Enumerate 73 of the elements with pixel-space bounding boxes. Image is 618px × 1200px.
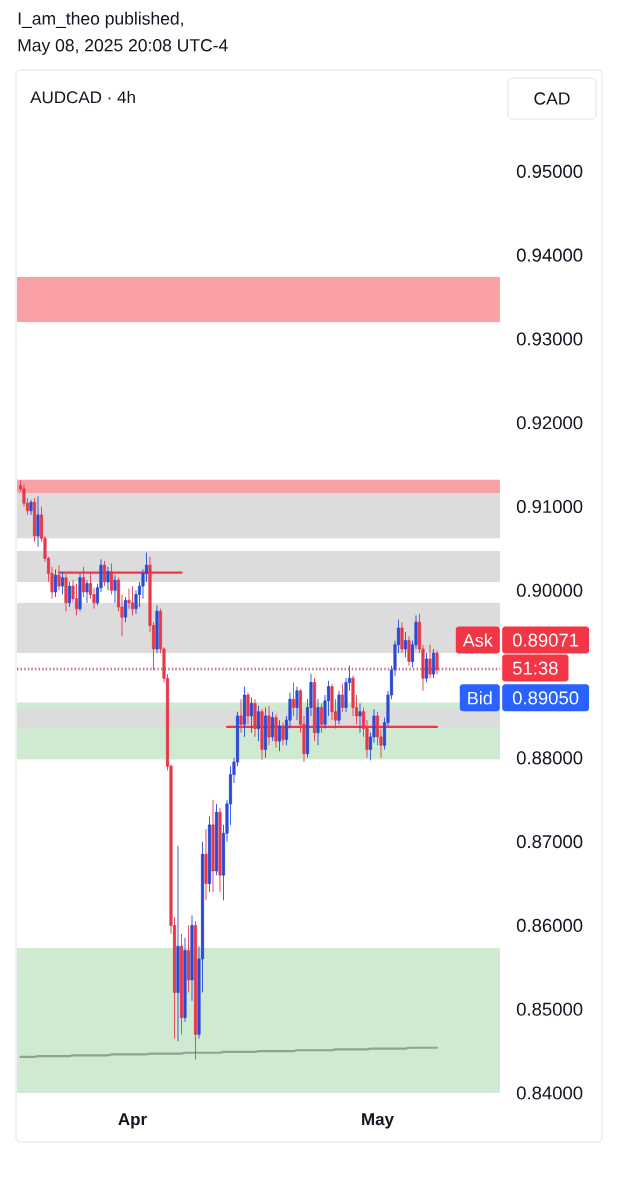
candlestick: [319, 702, 324, 734]
candlestick: [130, 585, 135, 616]
text: I_am_theo published,: [18, 11, 183, 29]
candlestick: [263, 707, 268, 759]
x-tick-label: Apr: [118, 1113, 147, 1129]
candlestick: [183, 937, 187, 1023]
candlestick: [60, 571, 65, 595]
x-tick-label: May: [362, 1113, 394, 1129]
candlestick: [78, 573, 82, 612]
y-tick-label: 0.86000: [516, 918, 583, 932]
candlestick: [428, 644, 432, 679]
legend-label: Bid: [468, 691, 492, 705]
candlestick: [176, 845, 180, 1042]
candlestick: [239, 698, 243, 734]
candlestick: [249, 697, 254, 734]
y-tick-label: 0.90000: [516, 583, 583, 597]
candlestick: [190, 914, 194, 1002]
candlestick: [218, 807, 222, 893]
candlestick: [242, 686, 247, 738]
candlestick: [435, 650, 439, 675]
candlestick: [102, 560, 107, 587]
candlestick: [57, 564, 61, 591]
candlestick: [53, 568, 58, 598]
candlestick: [123, 596, 128, 623]
y-tick-label: 0.95000: [516, 164, 583, 178]
candlestick: [281, 722, 285, 746]
candlestick: [106, 566, 110, 591]
candlestick: [74, 583, 79, 616]
candlestick: [358, 702, 362, 734]
candlestick: [211, 799, 215, 893]
candlestick: [295, 686, 299, 721]
y-tick-label: 0.85000: [516, 1002, 583, 1016]
y-tick-label: 0.88000: [516, 751, 583, 765]
y-tick-label: 0.92000: [516, 416, 583, 430]
candlestick: [316, 698, 320, 746]
candlestick: [67, 581, 72, 608]
candlestick: [186, 924, 191, 993]
candlestick: [260, 708, 264, 760]
candlestick: [85, 579, 89, 604]
candlestick: [246, 692, 250, 725]
y-axis-title: CAD: [534, 92, 570, 105]
candlestick: [179, 933, 184, 1035]
text: 0.89071: [512, 633, 579, 647]
candlestick: [109, 563, 114, 595]
candlestick: [81, 566, 86, 598]
candlestick: [256, 705, 261, 742]
candlestick: [270, 711, 275, 742]
candlestick: [253, 698, 257, 738]
candlestick: [340, 683, 345, 713]
y-tick-label: 0.94000: [516, 248, 583, 262]
candlestick: [36, 496, 40, 548]
text: 51:38: [512, 661, 558, 675]
y-tick-label: 0.87000: [516, 835, 583, 849]
candlestick: [407, 635, 411, 667]
text: AUDCAD · 4h: [30, 90, 135, 104]
legend-label: Ask: [462, 633, 493, 647]
y-tick-label: 0.84000: [516, 1086, 583, 1100]
candlestick: [274, 713, 278, 749]
candlestick: [155, 604, 159, 654]
y-tick-label: 0.91000: [516, 499, 583, 514]
candlestick: [267, 705, 271, 746]
text: May 08, 2025 20:08 UTC-4: [18, 39, 228, 55]
candlestick: [337, 690, 341, 725]
candlestick: [277, 719, 282, 752]
y-tick-label: 0.93000: [516, 332, 583, 346]
candlestick: [291, 682, 296, 717]
text: 0.89050: [512, 691, 579, 705]
candlestick: [403, 631, 408, 658]
candlestick: [64, 573, 68, 612]
candlestick: [204, 828, 208, 901]
candlestick: [400, 621, 404, 654]
candlestick: [29, 499, 33, 516]
candlestick: [113, 574, 117, 604]
